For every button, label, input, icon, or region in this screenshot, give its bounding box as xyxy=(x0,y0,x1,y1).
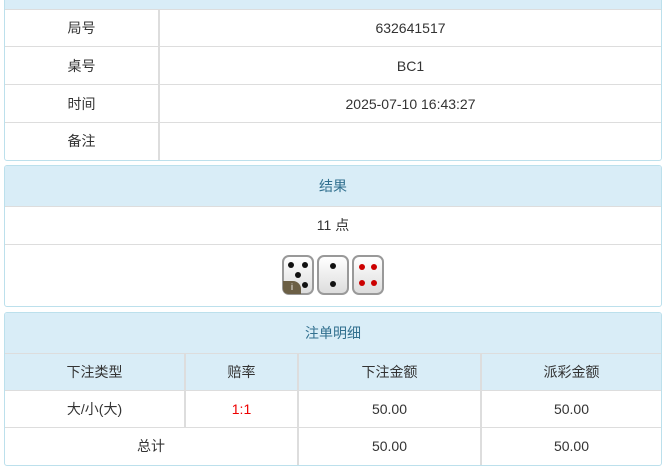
die-5: i xyxy=(282,255,314,295)
table-label: 桌号 xyxy=(5,46,159,85)
die-pip xyxy=(358,264,365,271)
result-title: 结果 xyxy=(5,166,661,206)
header-payout: 派彩金额 xyxy=(480,353,661,391)
die-pip xyxy=(358,279,365,286)
header-bet-type: 下注类型 xyxy=(5,353,185,391)
die-pip xyxy=(371,264,378,271)
dice-row: i xyxy=(5,245,661,295)
table-row: 大/小(大) 1:1 50.00 50.00 xyxy=(5,390,661,428)
table-header-row: 下注类型 赔率 下注金额 派彩金额 xyxy=(5,353,661,391)
round-info-panel: 局号 632641517 桌号 BC1 时间 2025-07-10 16:43:27 … xyxy=(4,0,662,161)
die-pip xyxy=(330,281,336,287)
result-panel: 结果 11 点 i xyxy=(4,165,662,307)
die-pip xyxy=(295,272,301,278)
bet-type: 大/小(大) xyxy=(5,390,185,428)
round-label: 局号 xyxy=(5,9,159,47)
info-badge-icon[interactable]: i xyxy=(283,281,301,294)
die-4 xyxy=(352,255,384,295)
time-value: 2025-07-10 16:43:27 xyxy=(158,84,661,123)
payout: 50.00 xyxy=(480,390,661,428)
remark-label: 备注 xyxy=(5,122,159,160)
die-pip xyxy=(288,261,294,268)
table-row: 备注 xyxy=(5,122,661,160)
die-pip xyxy=(302,282,308,289)
header-odds: 赔率 xyxy=(184,353,298,391)
total-row: 总计 50.00 50.00 xyxy=(5,427,661,465)
result-points: 11 点 xyxy=(5,206,661,244)
round-value: 632641517 xyxy=(158,9,661,47)
total-amount: 50.00 xyxy=(297,427,481,465)
table-row: 桌号 BC1 xyxy=(5,46,661,85)
remark-value xyxy=(158,122,661,160)
total-payout: 50.00 xyxy=(480,427,661,465)
die-pip xyxy=(302,261,308,268)
table-value: BC1 xyxy=(158,46,661,85)
panel-header xyxy=(5,0,661,9)
total-label: 总计 xyxy=(5,427,298,465)
die-pip xyxy=(330,263,336,269)
table-row: 时间 2025-07-10 16:43:27 xyxy=(5,84,661,123)
time-label: 时间 xyxy=(5,84,159,123)
table-row: 局号 632641517 xyxy=(5,9,661,47)
bet-details-title: 注单明细 xyxy=(5,313,661,353)
die-2 xyxy=(317,255,349,295)
odds: 1:1 xyxy=(184,390,298,428)
header-bet-amount: 下注金额 xyxy=(297,353,481,391)
bet-amount: 50.00 xyxy=(297,390,481,428)
die-pip xyxy=(371,279,378,286)
bet-details-panel: 注单明细 下注类型 赔率 下注金额 派彩金额 大/小(大) 1:1 50.00 … xyxy=(4,312,662,466)
